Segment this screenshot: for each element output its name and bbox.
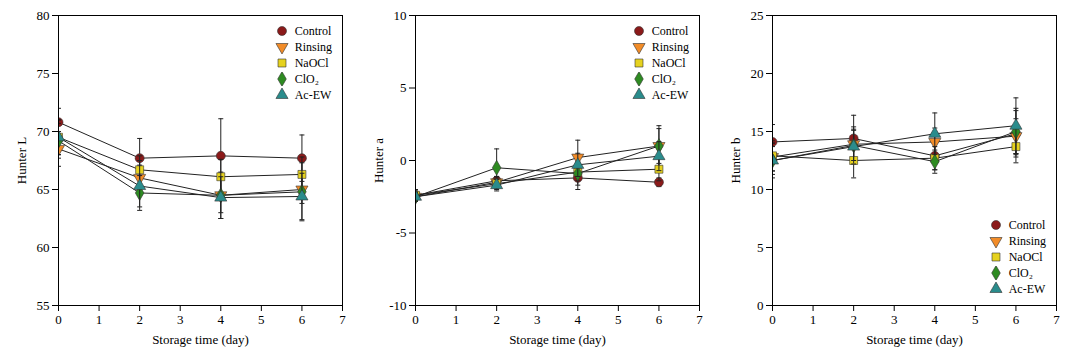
svg-text:2: 2 [493,312,500,327]
svg-text:7: 7 [339,312,346,327]
svg-text:0: 0 [769,312,776,327]
svg-text:80: 80 [37,8,50,23]
svg-text:4: 4 [218,312,225,327]
svg-text:5: 5 [615,312,622,327]
html-text:ClO₂: ClO₂ [294,72,319,86]
svg-text:7: 7 [696,312,703,327]
svg-text:3: 3 [534,312,541,327]
svg-text:6: 6 [1013,312,1020,327]
svg-text:5: 5 [258,312,265,327]
html-text:Ac-EW: Ac-EW [294,88,332,102]
svg-text:3: 3 [177,312,184,327]
html-text:Rinsing: Rinsing [651,40,689,54]
html-text:Control: Control [1008,218,1046,232]
svg-text:6: 6 [299,312,306,327]
svg-text:Storage time (day): Storage time (day) [509,332,606,347]
svg-text:70: 70 [37,124,50,139]
svg-text:3: 3 [891,312,898,327]
svg-text:1: 1 [810,312,817,327]
svg-text:15: 15 [751,124,764,139]
svg-text:2: 2 [136,312,143,327]
svg-text:Hunter b: Hunter b [728,138,743,184]
svg-text:Hunter L: Hunter L [14,137,29,184]
svg-text:0: 0 [412,312,419,327]
html-text:Rinsing: Rinsing [294,40,332,54]
html-text:Ac-EW: Ac-EW [651,88,689,102]
svg-text:-5: -5 [396,225,407,240]
svg-text:55: 55 [37,298,50,313]
svg-text:65: 65 [37,182,50,197]
html-text:ClO₂: ClO₂ [1008,266,1033,280]
svg-text:60: 60 [37,240,50,255]
svg-text:Hunter a: Hunter a [371,138,386,183]
svg-text:20: 20 [751,66,764,81]
svg-text:75: 75 [37,66,50,81]
html-text:ClO₂: ClO₂ [651,72,676,86]
html-text:Ac-EW: Ac-EW [1008,282,1046,296]
html-text:Rinsing: Rinsing [1008,234,1046,248]
html-text:Control: Control [294,24,332,38]
svg-text:-10: -10 [389,298,406,313]
svg-text:5: 5 [757,240,764,255]
svg-text:25: 25 [751,8,764,23]
svg-text:2: 2 [850,312,857,327]
svg-text:5: 5 [972,312,979,327]
svg-text:10: 10 [394,8,407,23]
svg-text:1: 1 [453,312,460,327]
svg-text:Storage time (day): Storage time (day) [866,332,963,347]
html-text:NaOCl: NaOCl [1008,250,1043,264]
svg-text:4: 4 [932,312,939,327]
html-text:NaOCl: NaOCl [651,56,686,70]
svg-text:1: 1 [96,312,103,327]
svg-text:5: 5 [400,80,407,95]
svg-text:0: 0 [55,312,62,327]
svg-text:4: 4 [575,312,582,327]
svg-text:0: 0 [400,153,407,168]
svg-text:6: 6 [656,312,663,327]
html-text:Control: Control [651,24,689,38]
svg-text:7: 7 [1053,312,1060,327]
svg-text:0: 0 [757,298,764,313]
html-text:NaOCl: NaOCl [294,56,329,70]
svg-text:Storage time (day): Storage time (day) [152,332,249,347]
svg-text:10: 10 [751,182,764,197]
